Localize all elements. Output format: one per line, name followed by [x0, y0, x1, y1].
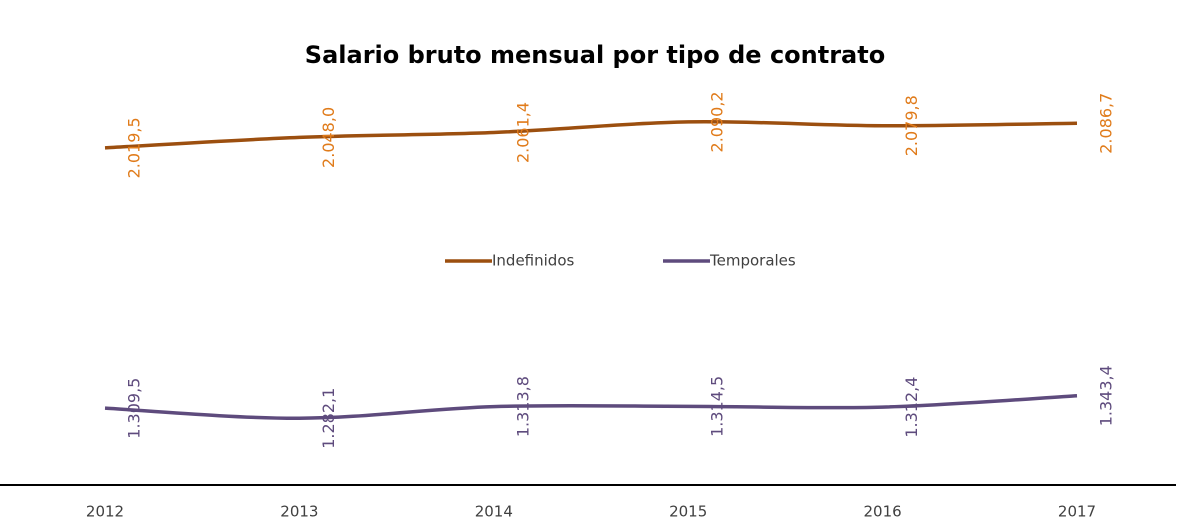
data-label: 2.086,7 [1097, 93, 1116, 154]
legend-label: Indefinidos [492, 252, 575, 270]
data-label: 2.048,0 [319, 107, 338, 168]
x-tick-label: 2013 [280, 503, 318, 518]
x-tick-label: 2015 [669, 503, 707, 518]
data-label: 2.079,8 [902, 95, 921, 156]
x-tick-label: 2014 [475, 503, 513, 518]
data-label: 1.343,4 [1097, 365, 1116, 426]
data-label: 1.312,4 [902, 377, 921, 438]
data-label: 1.313,8 [513, 376, 532, 437]
series-line [104, 120, 1078, 150]
data-label: 1.309,5 [125, 378, 144, 439]
data-label: 2.090,2 [708, 91, 727, 152]
x-tick-label: 2012 [86, 503, 124, 518]
series-line [104, 394, 1078, 420]
chart-title: Salario bruto mensual por tipo de contra… [305, 41, 885, 69]
data-label: 2.019,5 [125, 117, 144, 178]
x-tick-label: 2017 [1058, 503, 1096, 518]
x-tick-label: 2016 [864, 503, 902, 518]
legend-label: Temporales [709, 252, 796, 270]
data-label: 1.282,1 [319, 388, 338, 449]
data-label: 2.061,4 [513, 102, 532, 163]
data-label: 1.314,5 [708, 376, 727, 437]
